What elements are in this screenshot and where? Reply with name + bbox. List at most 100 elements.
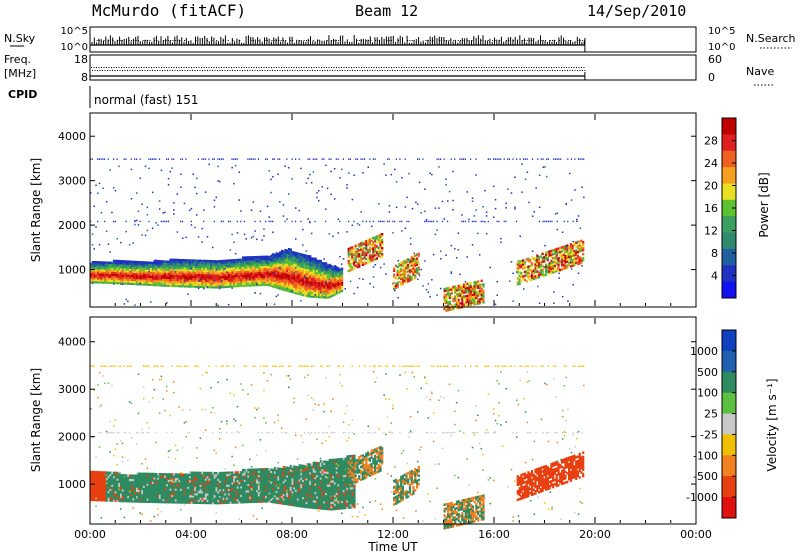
data-cell bbox=[478, 302, 482, 305]
data-cell bbox=[534, 275, 537, 278]
nave-dot bbox=[479, 70, 481, 71]
nsky-tick-bottom: 10^0 bbox=[61, 42, 88, 53]
data-cell bbox=[580, 261, 583, 264]
data-cell bbox=[494, 158, 496, 160]
data-cell bbox=[210, 268, 213, 271]
nave-dot bbox=[504, 70, 506, 71]
data-cell bbox=[296, 274, 299, 277]
data-cell bbox=[559, 250, 562, 254]
data-cell bbox=[288, 282, 291, 285]
data-cell bbox=[521, 191, 523, 193]
data-cell bbox=[295, 257, 298, 261]
data-cell bbox=[123, 158, 125, 160]
data-cell bbox=[303, 294, 307, 297]
nave-dot bbox=[177, 70, 178, 71]
data-cell bbox=[412, 259, 415, 262]
data-cell bbox=[270, 258, 273, 261]
data-cell bbox=[470, 293, 473, 297]
nave-dot bbox=[392, 70, 393, 71]
data-cell bbox=[289, 270, 292, 273]
data-cell bbox=[277, 284, 280, 288]
data-cell bbox=[120, 499, 123, 503]
data-cell bbox=[335, 272, 338, 275]
data-cell bbox=[169, 266, 172, 269]
data-cell bbox=[295, 207, 297, 209]
data-cell bbox=[569, 259, 572, 262]
data-cell bbox=[531, 250, 534, 252]
data-cell bbox=[273, 267, 276, 271]
data-cell bbox=[403, 274, 406, 277]
data-cell bbox=[164, 272, 167, 275]
data-cell bbox=[208, 259, 211, 263]
nsearch-dot bbox=[480, 40, 482, 41]
nave-dot bbox=[432, 70, 433, 71]
data-cell bbox=[160, 264, 163, 267]
data-cell bbox=[164, 284, 167, 287]
data-cell bbox=[351, 256, 354, 259]
colorbar-cell bbox=[722, 118, 736, 135]
data-cell bbox=[302, 244, 304, 246]
data-cell bbox=[236, 274, 239, 278]
data-cell bbox=[192, 173, 194, 175]
data-cell bbox=[305, 264, 308, 268]
data-cell bbox=[113, 497, 116, 500]
data-cell bbox=[265, 283, 268, 286]
data-cell bbox=[379, 253, 382, 257]
data-cell bbox=[568, 263, 571, 267]
data-cell bbox=[120, 480, 123, 483]
data-cell bbox=[282, 262, 285, 265]
data-cell bbox=[169, 272, 172, 275]
data-cell bbox=[571, 258, 574, 261]
data-cell bbox=[286, 259, 289, 262]
data-cell bbox=[328, 158, 330, 160]
nave-dot bbox=[517, 70, 518, 71]
freq-dot bbox=[236, 67, 237, 68]
data-cell bbox=[240, 280, 243, 283]
data-cell bbox=[328, 295, 331, 299]
data-cell bbox=[212, 270, 215, 273]
nave-dot bbox=[317, 70, 318, 71]
data-cell bbox=[91, 498, 94, 502]
data-cell bbox=[464, 303, 467, 306]
data-cell bbox=[136, 264, 139, 268]
colorbar-cell bbox=[722, 216, 736, 234]
data-cell bbox=[319, 273, 322, 277]
data-cell bbox=[333, 289, 337, 292]
data-cell bbox=[270, 220, 272, 223]
nsearch-dot bbox=[278, 40, 280, 41]
data-cell bbox=[360, 158, 362, 160]
data-cell bbox=[576, 246, 579, 250]
data-cell bbox=[414, 254, 417, 257]
data-cell bbox=[113, 499, 116, 502]
data-cell bbox=[300, 257, 303, 260]
data-cell bbox=[282, 250, 285, 253]
data-cell bbox=[118, 259, 121, 263]
data-cell bbox=[332, 290, 335, 293]
data-cell bbox=[233, 263, 236, 266]
data-cell bbox=[284, 259, 287, 262]
data-cell bbox=[164, 266, 167, 269]
freq-dot bbox=[461, 67, 462, 68]
data-cell bbox=[121, 484, 124, 488]
data-cell bbox=[346, 187, 348, 189]
data-cell bbox=[289, 274, 292, 277]
data-cell bbox=[139, 487, 142, 490]
data-cell bbox=[477, 290, 480, 293]
data-cell bbox=[530, 276, 534, 279]
data-cell bbox=[330, 288, 333, 292]
data-cell bbox=[249, 270, 252, 273]
data-cell bbox=[217, 264, 220, 267]
freq-dot bbox=[471, 67, 472, 68]
data-cell bbox=[192, 281, 195, 284]
data-cell bbox=[118, 271, 121, 275]
data-cell bbox=[136, 476, 139, 480]
freq-dot bbox=[508, 67, 510, 68]
data-cell bbox=[113, 261, 116, 265]
freq-dot bbox=[211, 67, 212, 68]
data-cell bbox=[305, 278, 308, 282]
data-cell bbox=[555, 267, 558, 271]
data-cell bbox=[134, 262, 137, 266]
data-cell bbox=[252, 260, 255, 263]
data-cell bbox=[125, 491, 128, 494]
data-cell bbox=[130, 478, 133, 482]
